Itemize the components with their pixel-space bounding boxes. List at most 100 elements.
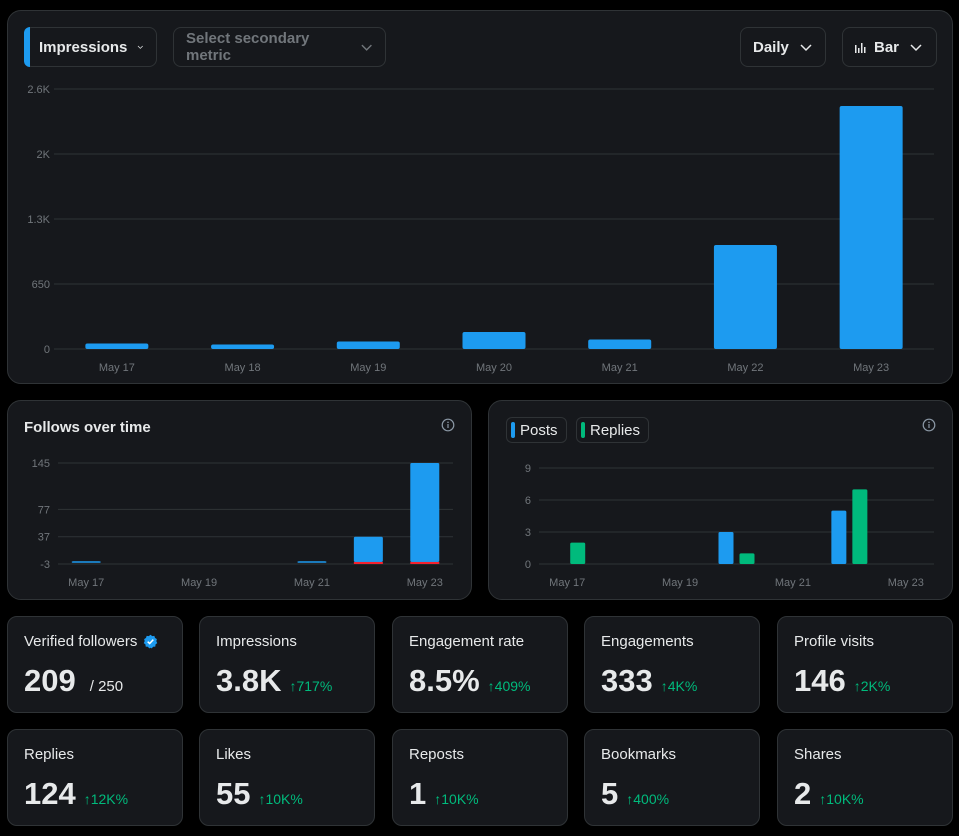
stat-value-wrap: 146 ↑2K% <box>794 663 890 699</box>
primary-metric-label: Impressions <box>39 38 128 56</box>
stat-value-wrap: 124 ↑12K% <box>24 776 128 812</box>
replies-swatch <box>581 422 585 438</box>
posts-replies-chart-card: Posts Replies 0 3 6 9 May 17 May 19 May 21 May … <box>488 400 953 600</box>
legend-posts-label: Posts <box>520 421 558 439</box>
chevron-down-icon <box>138 45 144 49</box>
legend-posts[interactable]: Posts <box>506 417 567 443</box>
chart-type-dropdown[interactable]: Bar <box>842 27 937 67</box>
info-icon[interactable] <box>922 418 936 432</box>
primary-metric-dropdown[interactable]: Impressions <box>24 27 157 67</box>
chevron-down-icon <box>800 44 812 52</box>
follows-bar <box>297 561 327 563</box>
follows-chart-card: Follows over time -3 37 77 145 May 17 May 19 M… <box>7 400 472 600</box>
stat-label: Profile visits <box>794 633 875 650</box>
stat-label: Shares <box>794 746 842 763</box>
follows-bar-chart: -3 37 77 145 May 17 May 19 May 21 May 23 <box>32 458 453 589</box>
bar <box>713 245 777 349</box>
interval-dropdown[interactable]: Daily <box>740 27 826 67</box>
stat-value: 55 <box>216 776 251 811</box>
stat-value-wrap: 3.8K ↑717% <box>216 663 332 699</box>
stat-value-wrap: 55 ↑10K% <box>216 776 303 812</box>
stat-label: Verified followers <box>24 633 138 650</box>
x-tick-label: May 19 <box>350 362 386 374</box>
x-tick-label: May 23 <box>888 577 924 589</box>
stat-value: 209 <box>24 663 76 698</box>
x-tick-label: May 23 <box>853 362 889 374</box>
bar <box>462 332 526 349</box>
y-tick-label: 1.3K <box>27 214 50 226</box>
impressions-chart-card: Impressions Select secondary metric Dail… <box>7 10 953 384</box>
bar <box>839 106 903 349</box>
stat-change: ↑10K% <box>258 791 303 807</box>
stat-label: Reposts <box>409 746 465 763</box>
chart-type-label: Bar <box>874 38 900 56</box>
replies-bar <box>739 553 755 564</box>
stat-label: Bookmarks <box>601 746 677 763</box>
x-tick-label: May 21 <box>294 577 330 589</box>
x-tick-label: May 18 <box>225 362 261 374</box>
y-tick-label: 9 <box>525 463 531 475</box>
stat-card-engagement-rate: Engagement rate 8.5% ↑409% <box>392 616 568 713</box>
bar <box>85 343 149 349</box>
replies-bar <box>570 542 586 564</box>
stat-value-wrap: 333 ↑4K% <box>601 663 697 699</box>
secondary-metric-dropdown[interactable]: Select secondary metric <box>173 27 386 67</box>
stat-value: 5 <box>601 776 619 811</box>
posts-replies-bar-chart: 0 3 6 9 May 17 May 19 May 21 May 23 <box>525 463 934 589</box>
legend-replies-label: Replies <box>590 421 641 439</box>
stat-card-bookmarks: Bookmarks 5 ↑400% <box>584 729 760 826</box>
stat-label-wrap: Verified followers <box>24 633 158 650</box>
stat-change: ↑409% <box>487 678 531 694</box>
y-tick-label: 0 <box>44 344 50 356</box>
bar <box>336 341 400 349</box>
stat-change: ↑4K% <box>660 678 698 694</box>
y-tick-label: 6 <box>525 495 531 507</box>
stat-value-wrap: 2 ↑10K% <box>794 776 864 812</box>
stat-change: ↑2K% <box>853 678 891 694</box>
posts-swatch <box>511 422 515 438</box>
x-tick-label: May 22 <box>727 362 763 374</box>
x-tick-label: May 19 <box>181 577 217 589</box>
stat-limit: / 250 <box>89 678 124 695</box>
x-tick-label: May 17 <box>549 577 585 589</box>
stat-card-engagements: Engagements 333 ↑4K% <box>584 616 760 713</box>
stat-card-verified-followers: Verified followers 209 / 250 <box>7 616 183 713</box>
stat-label: Engagements <box>601 633 694 650</box>
chevron-down-icon <box>361 44 372 51</box>
stat-value: 333 <box>601 663 653 698</box>
follows-bar <box>410 463 440 562</box>
bar <box>211 344 275 349</box>
y-tick-label: 2.6K <box>27 84 50 96</box>
stat-value: 1 <box>409 776 427 811</box>
stat-change: ↑717% <box>289 678 333 694</box>
stat-card-shares: Shares 2 ↑10K% <box>777 729 953 826</box>
posts-bar <box>718 532 734 564</box>
posts-bar <box>831 510 847 564</box>
stat-change: ↑10K% <box>434 791 479 807</box>
stat-label: Likes <box>216 746 252 763</box>
stat-value-wrap: 1 ↑10K% <box>409 776 479 812</box>
impressions-bar-chart: 0 650 1.3K 2K 2.6K May 17 May 18 May 19 May 20 Ma… <box>27 84 934 374</box>
stat-card-impressions: Impressions 3.8K ↑717% <box>199 616 375 713</box>
x-tick-label: May 17 <box>68 577 104 589</box>
stat-change: ↑400% <box>626 791 670 807</box>
metric-color-accent <box>24 27 30 67</box>
stat-label: Engagement rate <box>409 633 525 650</box>
stat-label: Replies <box>24 746 75 763</box>
stat-value: 2 <box>794 776 812 811</box>
stat-value-wrap: 5 ↑400% <box>601 776 669 812</box>
stat-value: 8.5% <box>409 663 480 698</box>
stat-value: 3.8K <box>216 663 282 698</box>
x-tick-label: May 20 <box>476 362 512 374</box>
y-tick-label: 2K <box>37 149 51 161</box>
legend-replies[interactable]: Replies <box>576 417 650 443</box>
stat-card-likes: Likes 55 ↑10K% <box>199 729 375 826</box>
verified-badge-icon <box>144 634 158 649</box>
stat-label: Impressions <box>216 633 297 650</box>
stat-card-replies: Replies 124 ↑12K% <box>7 729 183 826</box>
y-tick-label: -3 <box>40 559 50 571</box>
x-tick-label: May 19 <box>662 577 698 589</box>
info-icon[interactable] <box>441 418 455 432</box>
unfollows-bar <box>353 561 383 564</box>
unfollows-bar <box>410 561 440 564</box>
